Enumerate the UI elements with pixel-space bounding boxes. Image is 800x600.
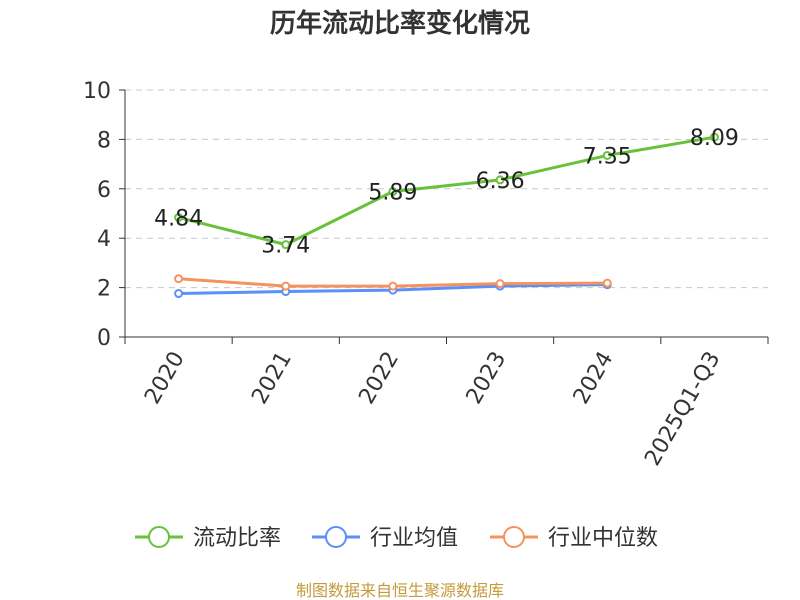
data-point [602,150,612,160]
legend-marker-1 [325,526,347,548]
data-point [281,240,291,250]
data-label: 3.74 [261,234,310,259]
data-point [602,278,612,288]
data-point [495,175,505,185]
y-tick-label: 0 [97,326,111,351]
legend-marker-2 [503,526,525,548]
x-tick-label: 2025Q1-Q3 [640,348,725,471]
data-point [495,279,505,289]
legend: 流动比率 行业均值 行业中位数 [135,526,658,551]
legend-label: 行业均值 [370,526,458,551]
data-labels: 4.84 3.74 5.89 6.36 7.35 8.09 [154,126,739,258]
axes: 0 2 4 6 8 10 2020 2021 2022 2023 2024 2025Q1-Q3 [83,79,769,471]
data-point [709,132,719,142]
y-tick-label: 10 [83,79,111,104]
y-tick-label: 8 [97,128,111,153]
legend-label: 流动比率 [193,526,281,551]
data-point [388,187,398,197]
data-label: 7.35 [583,144,632,169]
y-tick-label: 2 [97,277,111,302]
chart-title: 历年流动比率变化情况 [270,8,530,39]
series-layer [174,132,719,299]
x-tick-label: 2021 [247,348,297,409]
x-tick-label: 2020 [140,348,190,409]
y-tick-label: 4 [97,227,111,252]
data-label: 6.36 [476,169,525,194]
data-point [174,289,184,299]
legend-marker-0 [148,526,170,548]
series-line-0 [178,135,715,247]
data-point [388,281,398,291]
legend-label: 行业中位数 [548,526,658,551]
data-label: 5.89 [368,181,417,206]
data-point [174,274,184,284]
y-tick-label: 6 [97,178,111,203]
data-point [281,281,291,291]
grid-lines [125,89,768,289]
data-label: 8.09 [690,126,739,151]
data-point [174,212,184,222]
x-tick-label: 2022 [354,348,404,409]
x-tick-label: 2023 [462,348,512,409]
source-note: 制图数据来自恒生聚源数据库 [296,581,504,600]
x-tick-label: 2024 [569,348,619,409]
data-label: 4.84 [154,206,203,231]
